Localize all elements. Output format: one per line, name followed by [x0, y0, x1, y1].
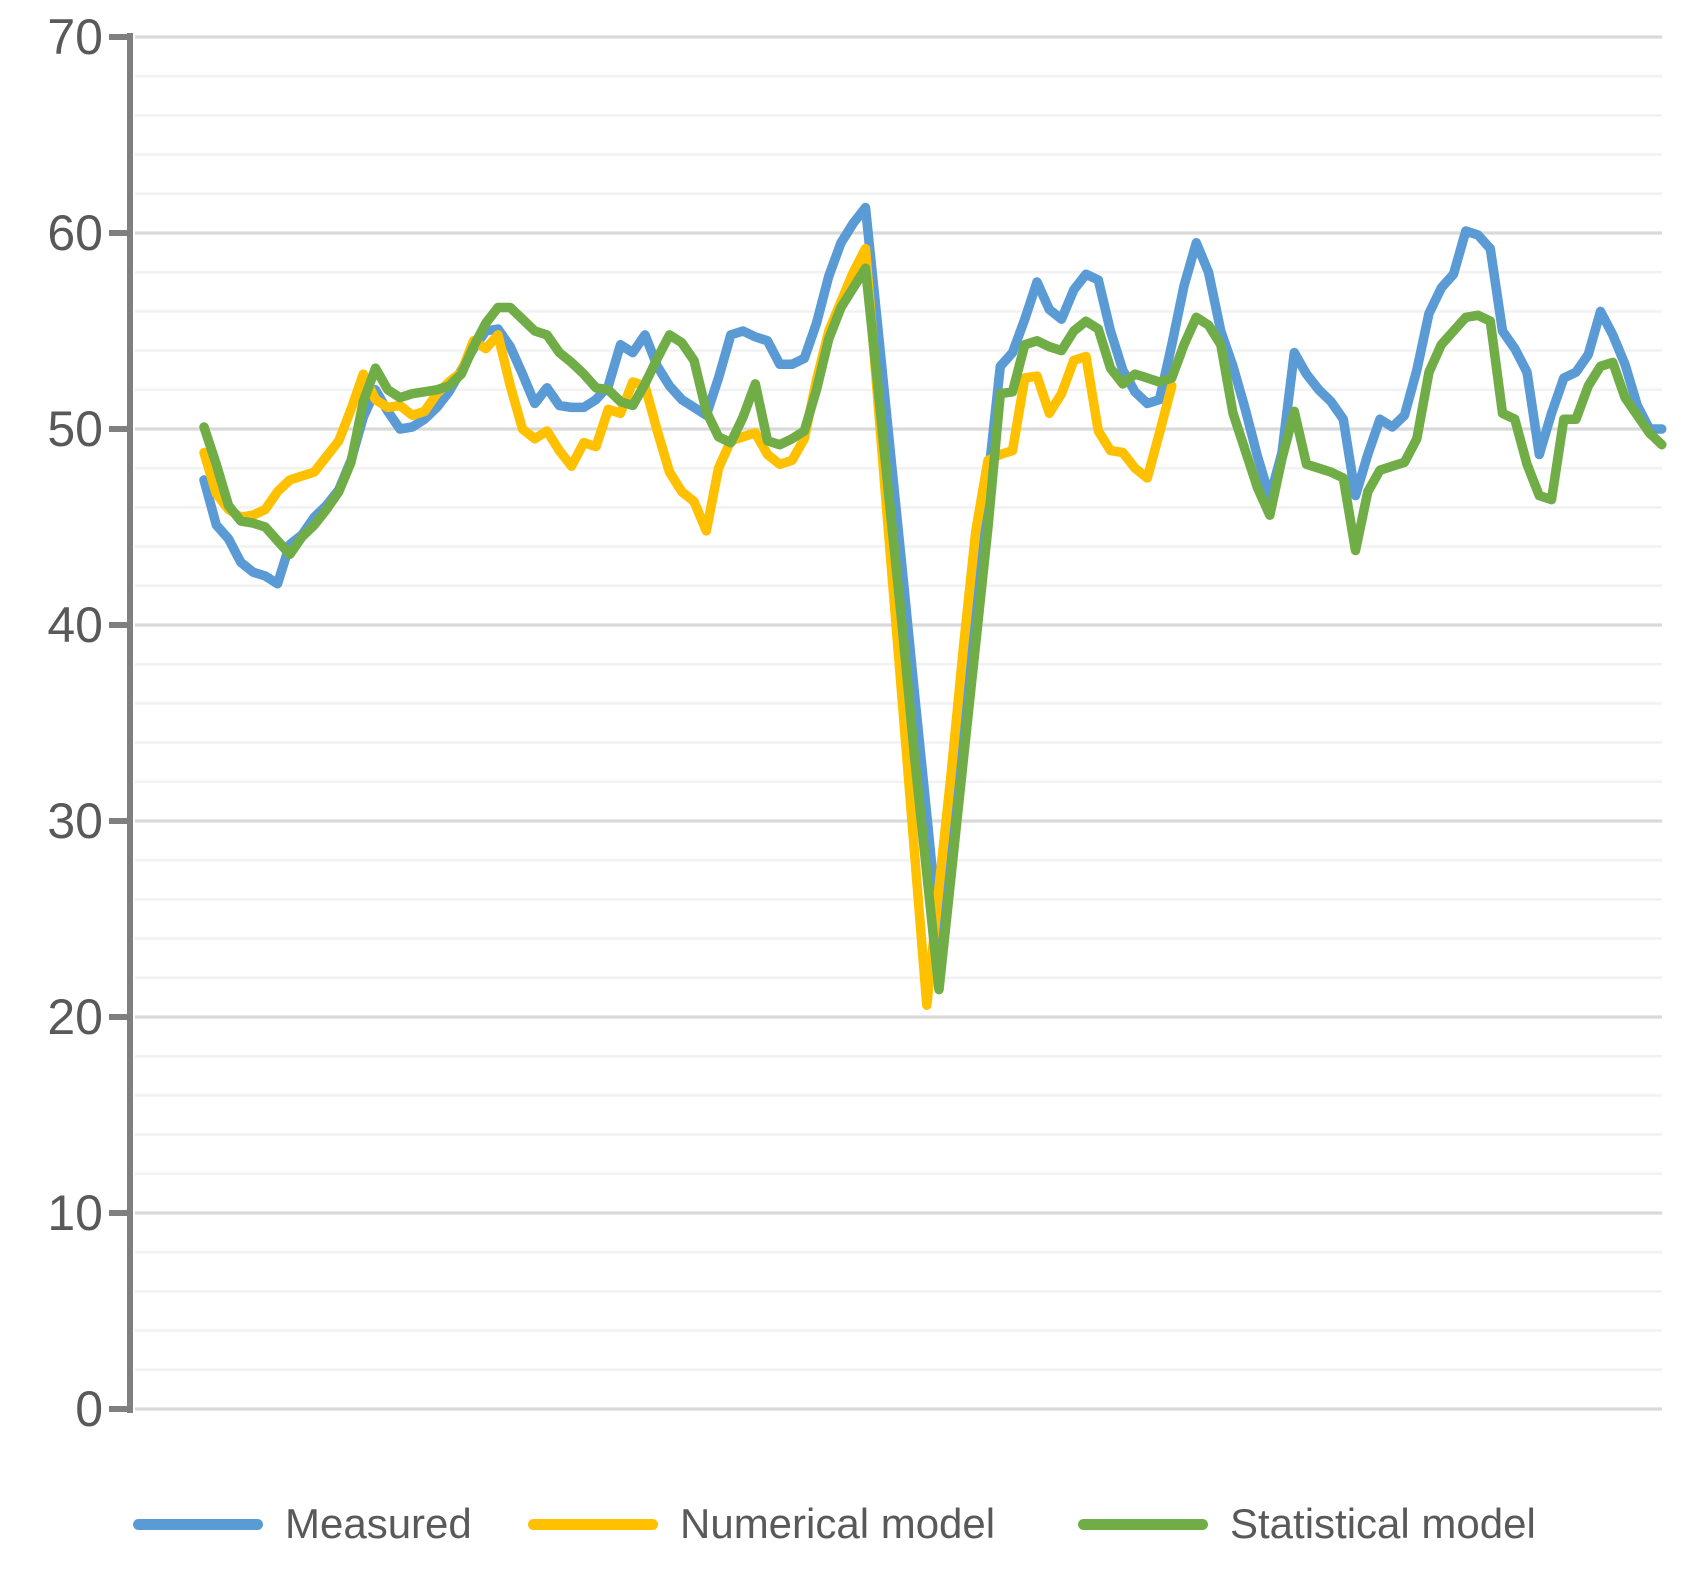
y-tick-label: 0	[75, 1381, 103, 1437]
chart-legend: Measured Numerical model Statistical mod…	[0, 1498, 1689, 1558]
series-line-numerical-model	[199, 243, 1177, 1010]
series-line-measured	[199, 202, 1667, 944]
y-tick-label: 20	[47, 989, 103, 1045]
y-tick-label: 30	[47, 793, 103, 849]
legend-label-measured: Measured	[285, 1500, 472, 1547]
legend-item-measured[interactable]: Measured	[133, 1498, 472, 1550]
y-tick-label: 60	[47, 205, 103, 261]
statistical-model-line-swatch-icon	[1078, 1518, 1208, 1530]
legend-item-numerical-model[interactable]: Numerical model	[528, 1498, 995, 1550]
series-line-statistical-model	[199, 263, 1667, 995]
legend-label-numerical-model: Numerical model	[680, 1500, 996, 1547]
y-tick-label: 40	[47, 597, 103, 653]
legend-label-statistical-model: Statistical model	[1230, 1500, 1536, 1547]
legend-item-statistical-model[interactable]: Statistical model	[1078, 1498, 1536, 1550]
y-tick-label: 70	[47, 9, 103, 65]
y-tick-label: 50	[47, 401, 103, 457]
numerical-model-line-swatch-icon	[528, 1518, 658, 1530]
measured-line-swatch-icon	[133, 1518, 263, 1530]
y-tick-label: 10	[47, 1185, 103, 1241]
